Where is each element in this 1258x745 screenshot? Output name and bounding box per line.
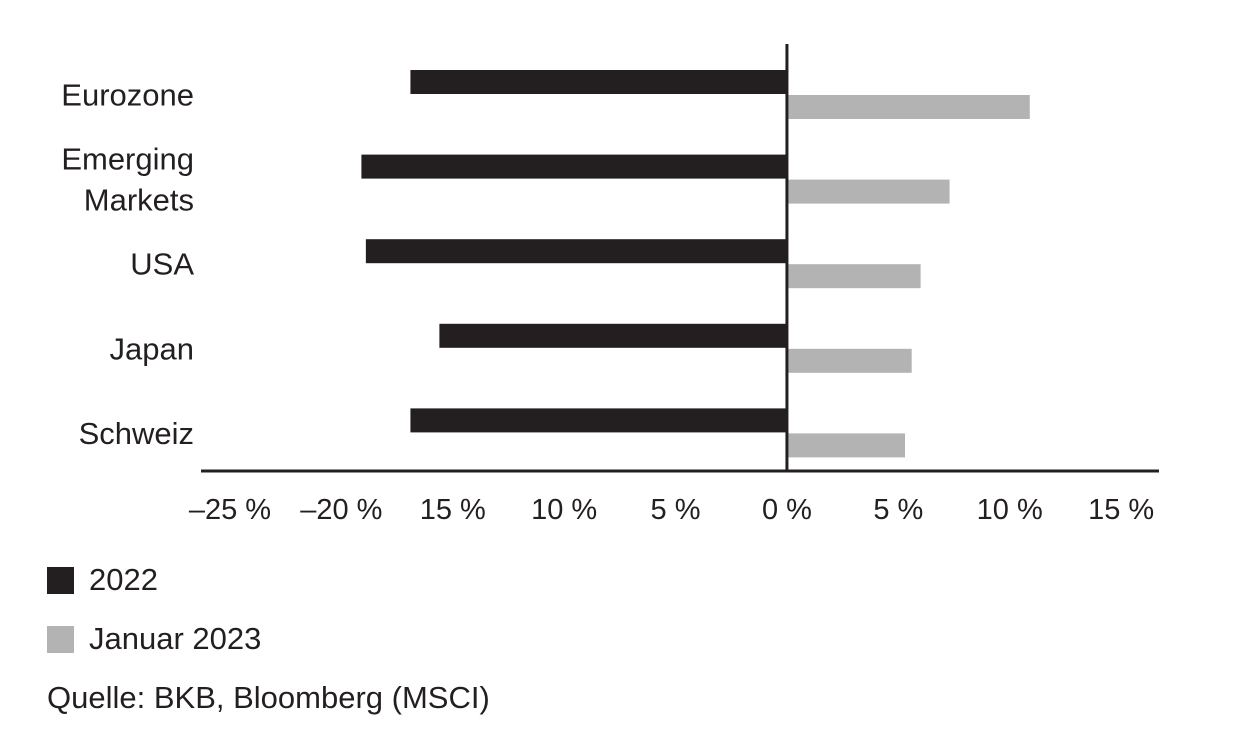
legend-label: Januar 2023 [89,621,262,656]
legend-swatch-januar-2023 [47,625,74,653]
category-label: Schweiz [79,416,194,451]
x-tick-label: 15 % [1088,494,1154,526]
legend-swatch-2022 [47,566,74,594]
x-tick-label: –25 % [189,494,271,526]
category-label: Japan [110,331,194,366]
category-labels: Eurozone Emerging Markets USA Japan Schweiz [61,78,194,451]
source-note: Quelle: BKB, Bloomberg (MSCI) [47,680,490,715]
legend-item-2022: 2022 [47,560,261,600]
category-label: USA [130,247,194,282]
x-tick-label: –20 % [300,494,382,526]
bar-eurozone-2022 [410,70,787,94]
bar-eurozone-januar-2023 [786,95,1030,119]
x-tick-label: 0 % [762,494,812,526]
bars-layer [361,70,1030,458]
legend-label: 2022 [89,562,158,597]
legend: 2022 Januar 2023 [47,560,261,678]
bar-emerging-markets-2022 [361,154,787,179]
bar-usa-2022 [365,239,787,264]
bar-emerging-markets-januar-2023 [786,179,950,204]
category-label: Eurozone [61,78,194,113]
legend-item-januar-2023: Januar 2023 [47,619,261,659]
category-label: Emerging [61,142,194,177]
x-tick-labels: –25 % –20 % 15 % 10 % 5 % 0 % 5 % 10 % 15 % [189,494,1154,526]
x-tick-label: 5 % [651,494,701,526]
bar-japan-2022 [439,323,787,348]
x-tick-label: 10 % [977,494,1043,526]
bar-japan-januar-2023 [786,348,912,373]
x-tick-label: 15 % [420,494,486,526]
bar-schweiz-januar-2023 [786,433,906,458]
bar-schweiz-2022 [410,408,787,433]
bar-chart: Eurozone Emerging Markets USA Japan Schweiz –… [61,44,1159,526]
x-tick-label: 5 % [873,494,923,526]
bar-usa-januar-2023 [786,264,921,289]
category-label: Markets [84,183,194,218]
x-tick-label: 10 % [531,494,597,526]
